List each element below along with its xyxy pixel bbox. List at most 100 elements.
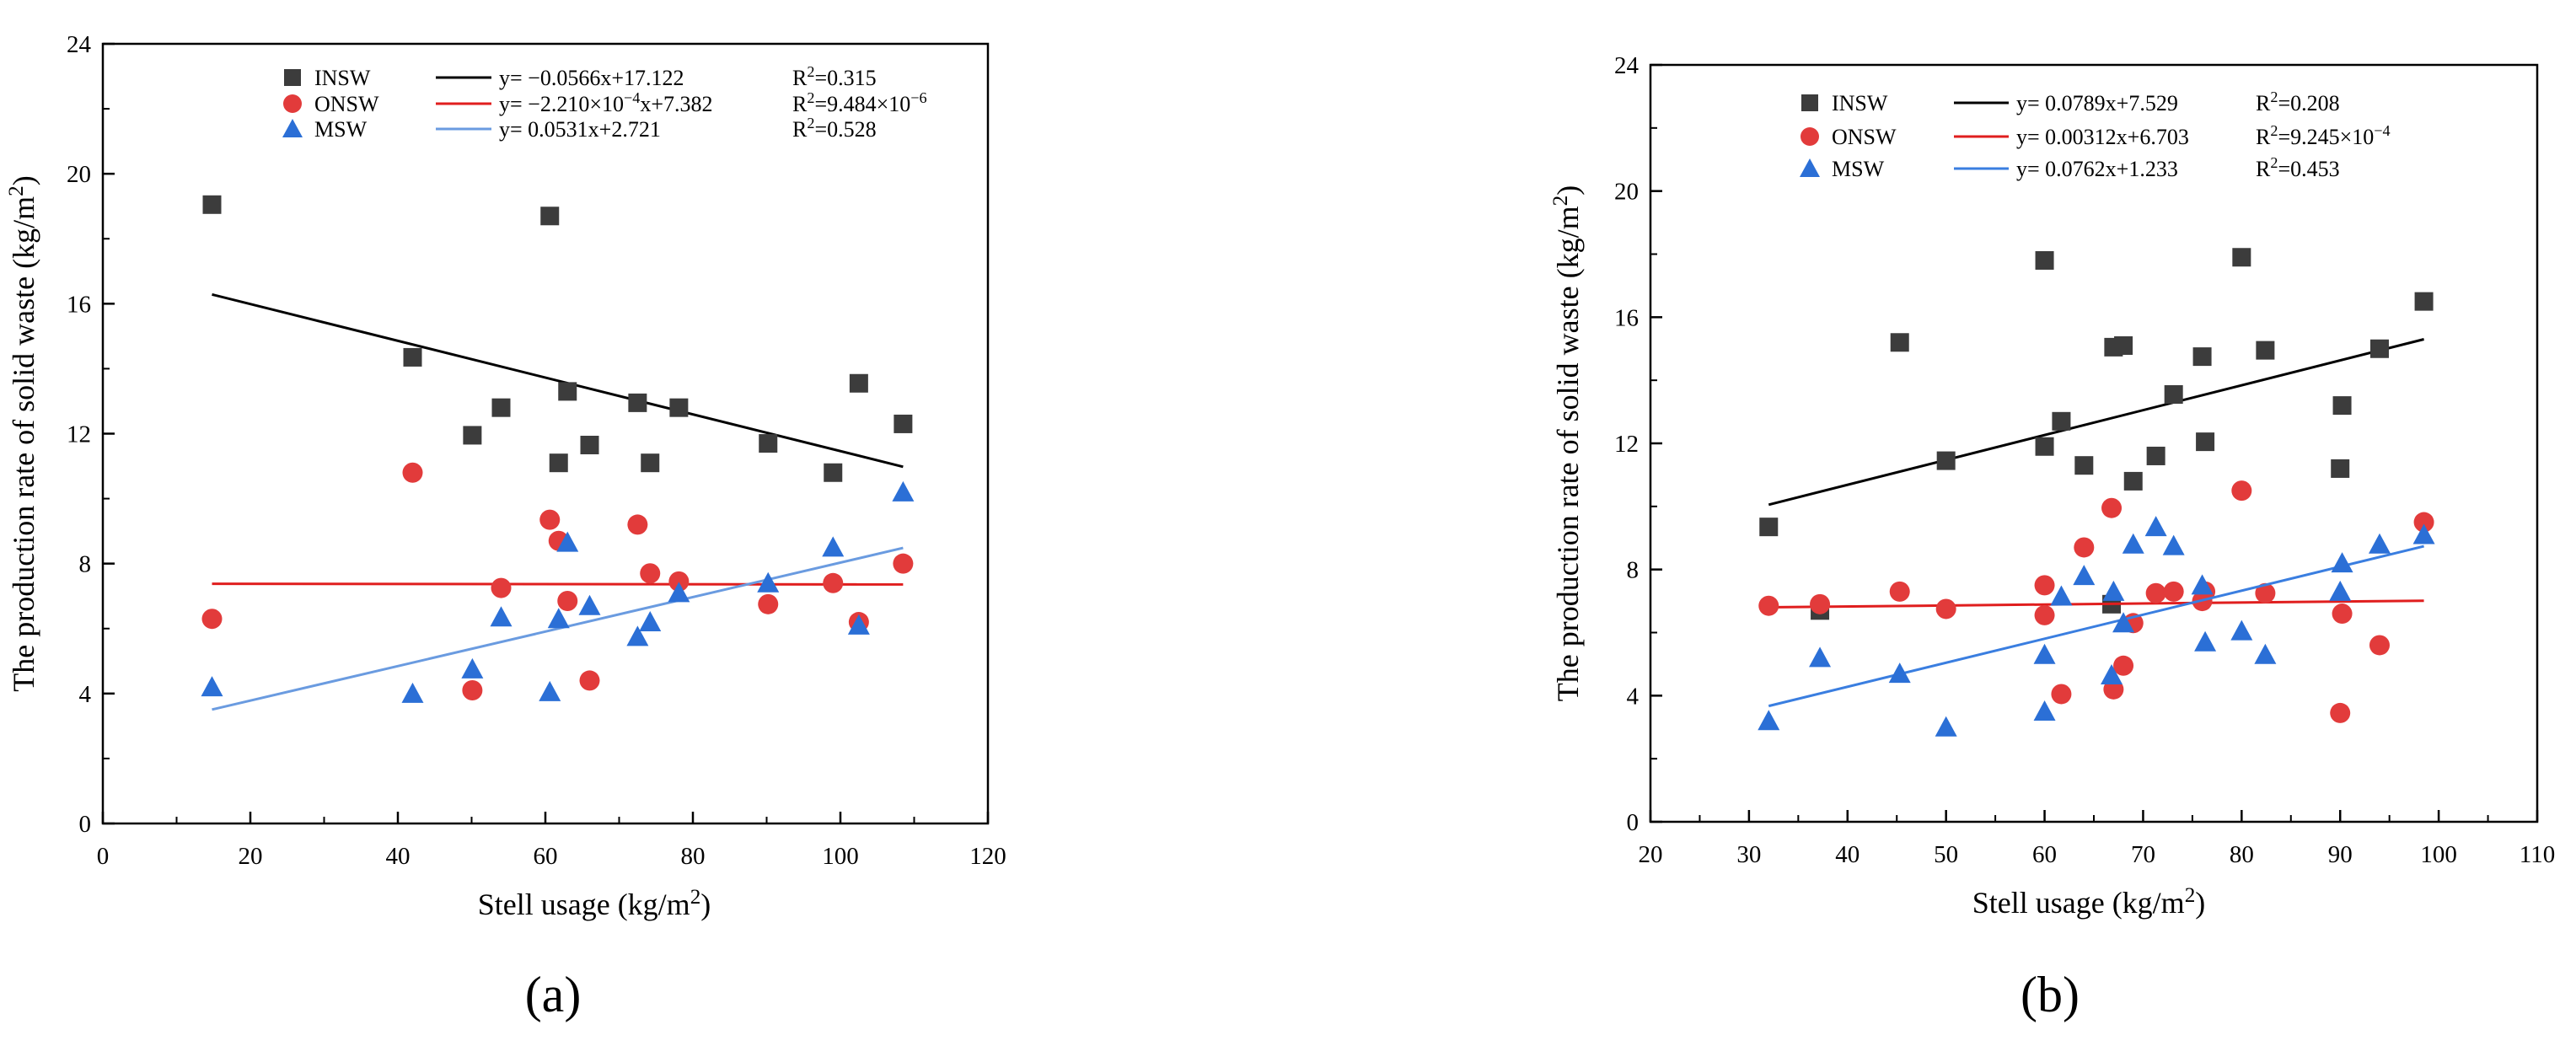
x-tick-label: 60 [534, 843, 558, 870]
onsw-point [2255, 582, 2276, 603]
onsw-point [2369, 635, 2390, 656]
onsw-point [2074, 537, 2095, 558]
x-tick-label: 60 [2032, 841, 2057, 868]
onsw-point [539, 509, 561, 530]
onsw-point [1935, 598, 1956, 620]
msw-point [2162, 534, 2185, 555]
msw-point [461, 657, 484, 679]
insw-point [2035, 250, 2054, 270]
insw-point [580, 435, 599, 454]
msw-point [2073, 565, 2096, 586]
onsw-point [2163, 581, 2184, 602]
msw-point [2329, 580, 2352, 601]
insw-point [2192, 347, 2212, 367]
msw-point [556, 531, 579, 552]
insw-point [759, 434, 778, 453]
onsw-point [2413, 512, 2434, 533]
legend-marker-msw [282, 119, 303, 137]
y-tick-label: 4 [79, 681, 92, 708]
insw-point [824, 463, 843, 482]
series-onsw [201, 462, 914, 700]
insw-point [2332, 396, 2352, 416]
x-axis-title: Stell usage (kg/m2) [1972, 884, 2206, 920]
y-tick-label: 24 [67, 31, 92, 58]
x-tick-label: 40 [386, 843, 411, 870]
msw-point [2112, 612, 2135, 633]
legend-equation-onsw: y= 0.00312x+6.703 [2016, 125, 2189, 149]
insw-point [2146, 446, 2165, 465]
y-tick-label: 20 [67, 161, 91, 188]
onsw-point [640, 563, 661, 584]
chart-panel-a: 0 20 40 60 80 100 120 0 4 8 12 16 20 24 Stell usage (k… [5, 31, 1006, 1022]
onsw-point [2034, 575, 2055, 596]
y-tick-label: 0 [1627, 809, 1640, 836]
insw-point [1890, 333, 1909, 352]
legend-marker-insw [284, 69, 301, 86]
x-axis-title: Stell usage (kg/m2) [478, 886, 711, 922]
legend-r2-msw: R2=0.528 [792, 115, 877, 142]
x-tick-label: 110 [2520, 841, 2555, 868]
legend-equation-msw: y= 0.0762x+1.233 [2016, 157, 2178, 181]
msw-point [2101, 664, 2123, 685]
legend-label-msw: MSW [314, 117, 368, 142]
x-tick-label: 80 [2230, 841, 2254, 868]
legend-marker-onsw [1801, 127, 1819, 146]
x-tick-label: 100 [2420, 841, 2457, 868]
msw-point [401, 682, 424, 703]
series-insw [1759, 248, 2434, 620]
msw-point [2102, 580, 2125, 601]
onsw-point [2145, 582, 2166, 603]
y-tick-label: 12 [67, 421, 91, 448]
msw-point [668, 582, 690, 603]
insw-point [894, 414, 913, 433]
msw-point [822, 536, 845, 557]
x-tick-label: 20 [1639, 841, 1663, 868]
msw-point [2033, 700, 2056, 721]
msw-point [1809, 646, 1832, 668]
onsw-point [668, 571, 690, 592]
plot-frame [101, 42, 990, 825]
insw-point [549, 453, 568, 473]
onsw-point [2330, 702, 2351, 723]
x-tick-label: 20 [239, 843, 263, 870]
legend-equation-insw: y= −0.0566x+17.122 [499, 66, 684, 90]
legend-label-insw: INSW [1832, 91, 1888, 115]
msw-point [847, 614, 870, 635]
insw-point [669, 398, 689, 417]
onsw-point [557, 590, 578, 611]
insw-point [558, 382, 577, 401]
insw-point [2369, 339, 2389, 358]
onsw-point [1810, 593, 1831, 614]
y-tick-label: 8 [1627, 557, 1640, 584]
insw-point [1936, 451, 1956, 470]
insw-point [1759, 518, 1779, 537]
insw-point [2256, 341, 2275, 360]
insw-point [2196, 432, 2215, 452]
msw-point [1935, 716, 1957, 737]
x-tick-label: 30 [1736, 841, 1761, 868]
onsw-point [893, 553, 914, 574]
msw-point [539, 680, 561, 701]
msw-point [2191, 574, 2214, 595]
legend-r2-onsw: R2=9.245×10−4 [2256, 122, 2391, 149]
insw-point [2331, 459, 2350, 478]
msw-point [547, 608, 570, 629]
insw-point [2123, 471, 2143, 491]
y-tick-label: 4 [1627, 683, 1640, 710]
msw-point [2254, 643, 2277, 664]
y-tick-label: 16 [1614, 304, 1639, 331]
msw-point [2033, 643, 2056, 664]
legend-label-onsw: ONSW [1832, 125, 1897, 149]
x-tick-label: 120 [969, 843, 1006, 870]
insw-fit-line [1768, 338, 2424, 507]
msw-point [2331, 552, 2353, 573]
msw-point [578, 594, 601, 615]
legend-marker-msw [1800, 158, 1820, 177]
msw-point [757, 571, 780, 593]
msw-point [626, 625, 649, 646]
insw-point [2164, 385, 2183, 405]
panel-label: (a) [525, 967, 582, 1022]
y-tick-label: 24 [1614, 52, 1640, 79]
legend: INSW y= 0.0789x+7.529 R2=0.208 ONSW y= 0.003… [1800, 89, 2391, 181]
